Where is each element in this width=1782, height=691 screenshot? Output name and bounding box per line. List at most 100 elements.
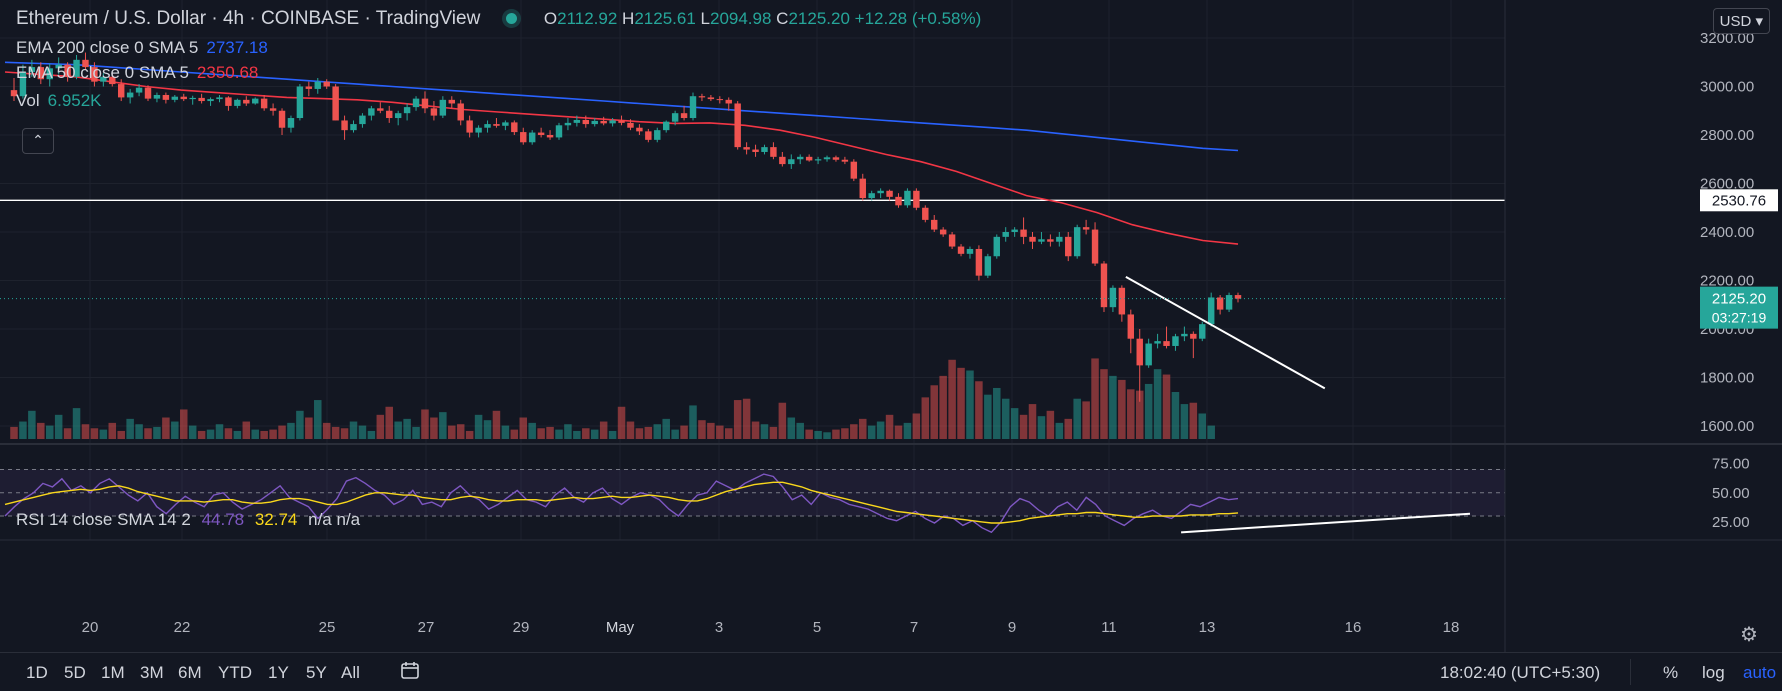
- market-open-dot-icon: [505, 13, 517, 25]
- candle-body: [287, 118, 295, 128]
- candle-body: [207, 99, 214, 102]
- volume-bar: [564, 424, 572, 439]
- volume-bar: [733, 400, 742, 439]
- chevron-up-icon[interactable]: ⌃: [22, 128, 54, 154]
- time-tick-label: 11: [1101, 619, 1117, 636]
- candle-body: [109, 76, 116, 85]
- candle-body: [1073, 227, 1081, 257]
- volume-bar: [599, 421, 608, 439]
- candle-body: [743, 147, 750, 150]
- volume-bar: [751, 421, 760, 439]
- volume-bar: [10, 426, 18, 439]
- volume-bar: [528, 422, 536, 439]
- volume-bar: [1028, 404, 1037, 439]
- candle-body: [189, 97, 196, 100]
- gear-icon[interactable]: ⚙: [1740, 624, 1758, 646]
- range-button[interactable]: 1D: [26, 663, 48, 682]
- candle-body: [82, 59, 89, 68]
- volume-bar: [850, 424, 858, 439]
- legend-ema200[interactable]: EMA 200 close 0 SMA 5 2737.18: [16, 38, 268, 58]
- volume-bar: [322, 422, 331, 439]
- volume-bar: [90, 428, 99, 439]
- last-price-box: [1700, 286, 1778, 329]
- calendar-icon[interactable]: [400, 660, 420, 680]
- volume-bar: [1171, 392, 1180, 439]
- candle-body: [55, 64, 62, 69]
- candle-body: [993, 236, 1000, 257]
- candle-body: [931, 219, 938, 230]
- volume-bar: [617, 406, 626, 439]
- range-button[interactable]: 1Y: [268, 663, 289, 682]
- volume-bar: [144, 428, 152, 439]
- candle-body: [252, 98, 259, 104]
- rsi-tick-label: 75.00: [1712, 456, 1750, 473]
- legend-ema50[interactable]: EMA 50 close 0 SMA 5 2350.68: [16, 63, 258, 83]
- legend-vol[interactable]: Vol 6.952K: [16, 91, 102, 111]
- volume-bar: [385, 406, 393, 439]
- volume-bar: [832, 429, 840, 439]
- rsi-value: 44.78: [201, 510, 245, 529]
- candle-body: [368, 108, 375, 116]
- candle-body: [412, 98, 420, 108]
- candle-body: [859, 178, 866, 199]
- time-clock[interactable]: 18:02:40 (UTC+5:30): [1440, 663, 1601, 682]
- range-button[interactable]: 5Y: [306, 663, 327, 682]
- range-button[interactable]: 1M: [101, 663, 125, 682]
- candle-body: [296, 86, 304, 119]
- bottom-toolbar: 1D 5D 1M 3M 6M YTD 1Y 5Y All 18:02:40 (U…: [0, 652, 1782, 691]
- chevron-down-icon: ▾: [1755, 13, 1763, 30]
- volume-bar: [1198, 413, 1207, 439]
- currency-button[interactable]: USD ▾: [1712, 8, 1770, 34]
- candle-body: [779, 156, 786, 165]
- volume-bar: [188, 425, 197, 439]
- candle-body: [689, 96, 697, 119]
- candle-body: [868, 193, 875, 199]
- percent-toggle[interactable]: %: [1663, 663, 1679, 682]
- rsi-trendline[interactable]: [1181, 512, 1471, 534]
- volume-bar: [162, 417, 170, 439]
- volume-bar: [224, 428, 233, 439]
- vol-label: Vol: [16, 91, 40, 110]
- candle-body: [582, 119, 590, 125]
- time-tick-label: 22: [174, 619, 191, 636]
- volume-bar: [1162, 374, 1171, 439]
- candle-body: [278, 110, 286, 128]
- volume-bar: [1091, 358, 1099, 439]
- volume-bar: [197, 430, 206, 439]
- volume-bar: [859, 418, 867, 439]
- interval[interactable]: 4h: [222, 8, 245, 29]
- volume-bar: [206, 429, 215, 439]
- level-label-box: [1700, 189, 1778, 212]
- candle-body: [654, 130, 661, 140]
- close-value: 2125.20: [788, 9, 850, 28]
- range-button[interactable]: 3M: [140, 663, 164, 682]
- range-button[interactable]: YTD: [218, 663, 252, 682]
- auto-toggle[interactable]: auto: [1743, 663, 1777, 682]
- price-trendline[interactable]: [1125, 275, 1326, 390]
- candle-body: [707, 97, 715, 100]
- volume-bar: [314, 400, 322, 439]
- volume-bar: [215, 424, 224, 439]
- volume-bar: [171, 421, 179, 439]
- rsi-sma-line: [4, 481, 1239, 524]
- range-button[interactable]: All: [341, 663, 360, 682]
- volume-bar: [1207, 425, 1215, 439]
- volume-bar: [823, 432, 831, 439]
- candle-body: [511, 122, 518, 133]
- candle-body: [886, 190, 893, 197]
- legend-rsi[interactable]: RSI 14 close SMA 14 2 44.78 32.74 n/a n/…: [16, 510, 360, 530]
- candle-body: [1056, 236, 1063, 242]
- volume-bar: [439, 412, 447, 439]
- candle-body: [761, 147, 768, 152]
- candle-body: [1065, 236, 1072, 257]
- range-button[interactable]: 6M: [178, 663, 202, 682]
- candle-body: [439, 99, 447, 116]
- candle-body: [1163, 341, 1170, 346]
- candle-body: [421, 98, 429, 109]
- candle-body: [716, 99, 724, 101]
- range-button[interactable]: 5D: [64, 663, 86, 682]
- volume-bar: [1073, 398, 1081, 439]
- log-toggle[interactable]: log: [1702, 663, 1725, 682]
- symbol-name[interactable]: Ethereum / U.S. Dollar: [16, 8, 207, 29]
